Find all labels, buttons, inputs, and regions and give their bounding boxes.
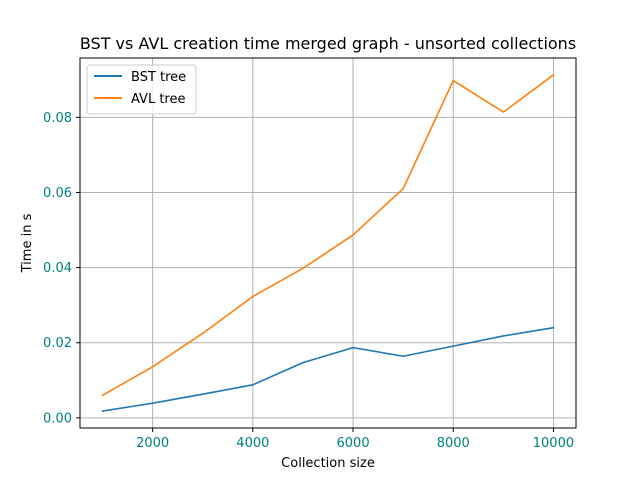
x-axis-ticks: 2000 4000 6000 8000 10000	[136, 428, 574, 451]
y-tick-label: 0.06	[43, 186, 72, 201]
plot-area-frame	[79, 57, 577, 429]
y-axis-ticks: 0.00 0.02 0.04 0.06 0.08	[43, 111, 80, 426]
x-tick-label: 10000	[533, 436, 574, 451]
legend: BST tree AVL tree	[86, 64, 197, 115]
series-line-bst	[101, 326, 555, 413]
y-tick-label: 0.08	[43, 111, 72, 126]
series-lines	[101, 73, 555, 413]
chart-title: BST vs AVL creation time merged graph - …	[80, 34, 576, 53]
y-axis-label: Time in s	[20, 213, 35, 273]
legend-label-avl: AVL tree	[131, 92, 185, 107]
x-tick-label: 8000	[437, 436, 470, 451]
x-tick-label: 2000	[136, 436, 169, 451]
legend-label-bst: BST tree	[131, 70, 186, 85]
x-axis-label: Collection size	[281, 456, 375, 471]
x-tick-label: 4000	[236, 436, 269, 451]
legend-box	[86, 64, 197, 115]
grid-lines	[80, 58, 576, 428]
series-line-avl	[101, 73, 555, 397]
y-tick-label: 0.04	[43, 261, 72, 276]
x-tick-label: 6000	[337, 436, 370, 451]
y-tick-label: 0.00	[43, 411, 72, 426]
y-tick-label: 0.02	[43, 336, 72, 351]
